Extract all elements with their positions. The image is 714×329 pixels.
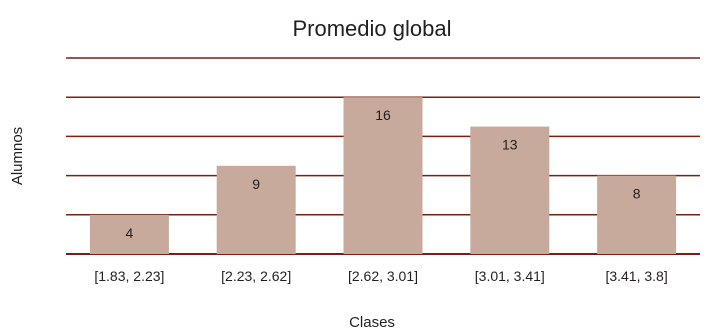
- data-labels: 4 9 16 13 8: [126, 107, 641, 241]
- x-tick-labels: [1.83, 2.23] [2.23, 2.62] [2.62, 3.01] [3.0…: [94, 268, 667, 284]
- bar: [216, 165, 296, 254]
- x-tick-label: [2.23, 2.62]: [221, 268, 291, 284]
- data-label: 13: [502, 137, 518, 153]
- y-axis-label: Alumnos: [9, 127, 26, 185]
- bar: [89, 214, 169, 254]
- x-tick-label: [1.83, 2.23]: [94, 268, 164, 284]
- bar: [597, 175, 677, 254]
- data-label: 16: [375, 107, 391, 123]
- x-tick-label: [3.01, 3.41]: [475, 268, 545, 284]
- data-label: 8: [633, 186, 641, 202]
- x-axis-label: Clases: [349, 314, 395, 329]
- chart-title: Promedio global: [293, 16, 452, 41]
- x-tick-label: [3.41, 3.8]: [605, 268, 667, 284]
- bar: [343, 97, 423, 254]
- data-label: 9: [252, 176, 260, 192]
- data-label: 4: [126, 225, 134, 241]
- bars: [89, 97, 677, 254]
- bar: [470, 126, 550, 254]
- x-tick-label: [2.62, 3.01]: [348, 268, 418, 284]
